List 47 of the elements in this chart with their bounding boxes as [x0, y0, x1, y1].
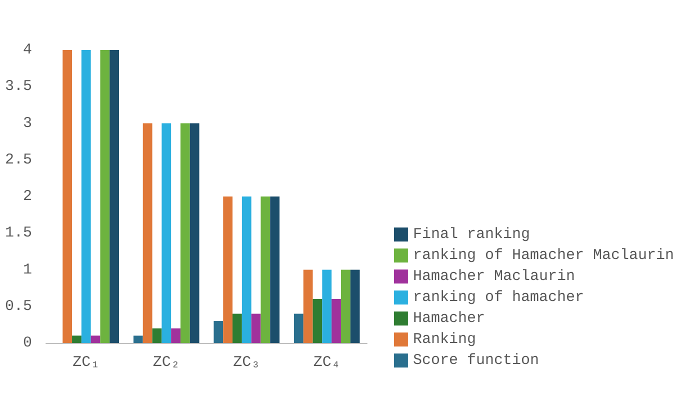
bar	[100, 50, 110, 343]
bar	[312, 299, 322, 343]
y-tick-label: 2.5	[4, 151, 32, 168]
x-tick-label: ZC₄	[313, 354, 340, 371]
bar	[350, 270, 360, 343]
bar	[171, 328, 180, 343]
bar	[190, 123, 200, 343]
bar	[223, 196, 233, 343]
bar	[242, 196, 252, 343]
bar	[90, 336, 100, 343]
bar	[260, 196, 270, 343]
bar	[180, 123, 190, 343]
bar	[62, 50, 72, 343]
bar	[162, 123, 172, 343]
legend-label: Final ranking	[412, 226, 530, 243]
x-tick-label: ZC₁	[72, 354, 100, 371]
legend-label: Hamacher Maclaurin	[412, 268, 575, 285]
bar	[294, 314, 304, 343]
legend-label: ranking of hamacher	[412, 289, 584, 306]
bar	[270, 196, 280, 343]
bar	[232, 314, 242, 343]
legend-label: Ranking	[412, 331, 476, 348]
bar	[332, 299, 341, 343]
bar	[251, 314, 261, 343]
bar	[142, 123, 152, 343]
bar	[322, 270, 332, 343]
bar	[81, 50, 91, 343]
y-tick-label: 0	[22, 334, 32, 352]
bar	[214, 321, 224, 343]
legend-label: ranking of Hamacher Maclaurin	[412, 247, 674, 264]
y-tick-label: 1.5	[4, 224, 32, 242]
bar	[340, 270, 350, 343]
legend-label: Score function	[412, 352, 539, 369]
y-tick-label: 4	[22, 42, 32, 58]
bar	[110, 50, 120, 343]
bar	[152, 328, 162, 343]
y-tick-label: 2	[22, 188, 32, 205]
bar	[133, 336, 143, 343]
y-tick-label: 1	[22, 261, 32, 278]
bar	[72, 336, 82, 343]
x-tick-label: ZC₃	[233, 354, 260, 371]
y-tick-label: 0.5	[4, 298, 32, 315]
bar	[303, 270, 313, 343]
y-tick-label: 3.5	[4, 78, 32, 96]
y-tick-label: 3	[22, 114, 32, 132]
x-tick-label: ZC₂	[152, 354, 180, 371]
legend-label: Hamacher	[412, 310, 485, 327]
